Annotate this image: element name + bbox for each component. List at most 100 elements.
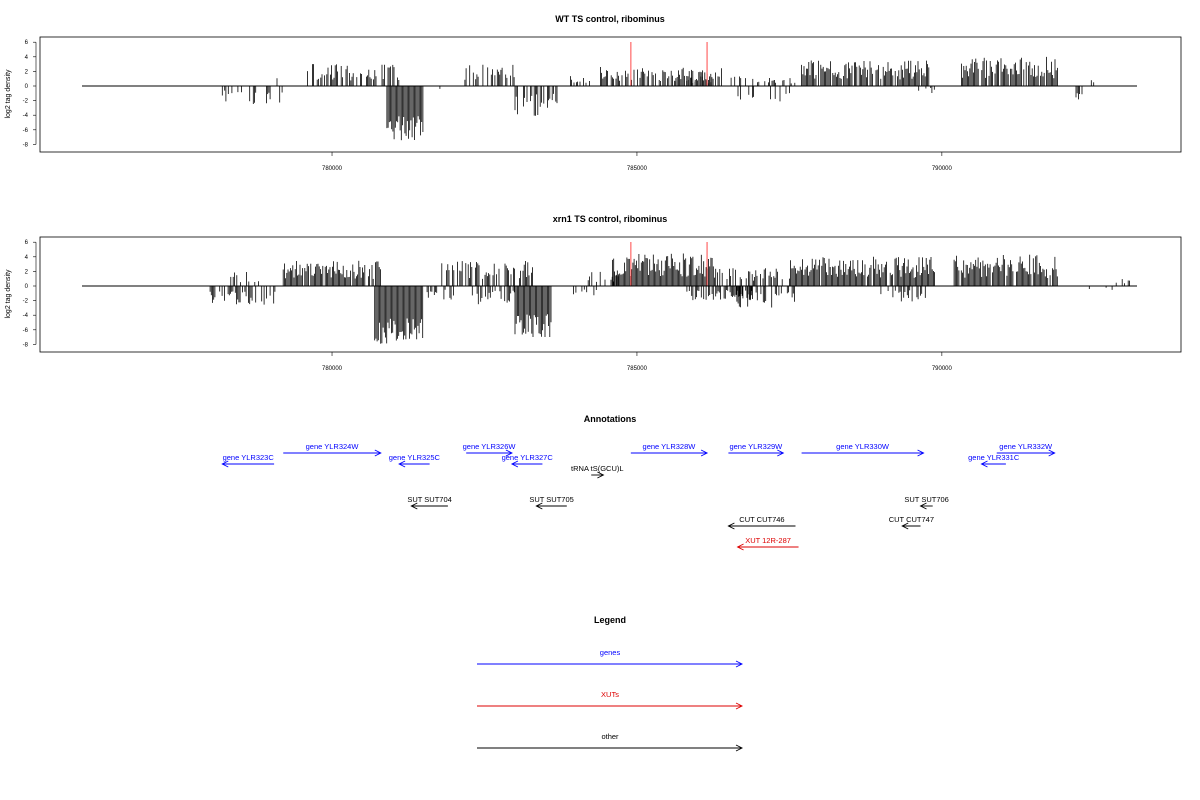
feature-arrow-head xyxy=(777,449,785,457)
x-tick-label: 780000 xyxy=(322,366,343,372)
annotation-feature: SUT SUT705 xyxy=(529,495,574,510)
annotation-feature: gene YLR331C xyxy=(968,453,1020,468)
legend-arrow-head xyxy=(735,744,744,752)
feature-arrow-head xyxy=(727,522,735,530)
y-tick-label: 0 xyxy=(25,84,29,90)
wt-y-axis-label: log2 tag density xyxy=(5,69,12,119)
legend-label: genes xyxy=(600,648,621,657)
wt-track-title: WT TS control, ribominus xyxy=(555,14,665,24)
wt-y-ticks: 6 4 2 0 -2 -4 -6 -8 xyxy=(23,40,37,148)
y-tick-label: -2 xyxy=(23,299,29,305)
y-tick-label: 4 xyxy=(25,55,29,61)
feature-arrow-head xyxy=(374,449,382,457)
annotation-feature: gene YLR326W xyxy=(463,442,517,457)
xrn1-track-title: xrn1 TS control, ribominus xyxy=(553,214,668,224)
y-tick-label: 4 xyxy=(25,255,29,261)
wt-x-ticks: 780000 785000 790000 xyxy=(322,152,953,172)
y-tick-label: -8 xyxy=(23,342,29,348)
annotation-feature: SUT SUT706 xyxy=(904,495,949,510)
feature-label: tRNA tS(GCU)L xyxy=(571,464,624,473)
feature-label: gene YLR324W xyxy=(306,442,360,451)
xrn1-signal-bars xyxy=(209,253,1130,344)
xrn1-x-ticks: 780000 785000 790000 xyxy=(322,352,953,372)
feature-label: SUT SUT704 xyxy=(407,495,451,504)
xrn1-track-panel: xrn1 TS control, ribominus log2 tag dens… xyxy=(5,214,1182,372)
feature-label: gene YLR327C xyxy=(502,453,554,462)
legend-entry: genes xyxy=(477,648,744,668)
feature-arrow-head xyxy=(505,449,513,457)
legend-entry: other xyxy=(477,732,744,752)
annotation-features: gene YLR323C gene YLR324W gene YLR325C gene… xyxy=(221,442,1056,551)
annotation-feature: SUT SUT704 xyxy=(407,495,452,510)
y-tick-label: -2 xyxy=(23,99,29,105)
feature-arrow-head xyxy=(700,449,709,457)
feature-arrow-head xyxy=(919,502,927,510)
feature-label: gene YLR323C xyxy=(223,453,275,462)
wt-track-panel: WT TS control, ribominus log2 tag densit… xyxy=(5,14,1182,172)
feature-arrow-head xyxy=(510,460,519,468)
annotation-feature: gene YLR328W xyxy=(630,442,709,457)
xrn1-y-axis-label: log2 tag density xyxy=(5,269,12,319)
annotation-feature: gene YLR323C xyxy=(221,453,275,468)
legend-label: other xyxy=(601,732,619,741)
x-tick-label: 780000 xyxy=(322,166,343,172)
feature-label: gene YLR331C xyxy=(968,453,1020,462)
feature-arrow-head xyxy=(901,522,909,530)
annotation-feature: CUT CUT747 xyxy=(889,515,934,530)
legend-arrow-head xyxy=(735,660,744,668)
legend-entry: XUTs xyxy=(477,690,744,710)
wt-plot-frame xyxy=(39,36,1182,153)
xrn1-marker-lines xyxy=(630,242,708,286)
x-tick-label: 790000 xyxy=(932,366,953,372)
annotation-feature: gene YLR329W xyxy=(728,442,785,457)
y-tick-label: -6 xyxy=(23,128,29,134)
annotation-feature: gene YLR325C xyxy=(389,453,441,468)
feature-arrow-head xyxy=(410,502,418,510)
legend-panel: Legend genes XUTs other xyxy=(477,615,744,752)
feature-label: CUT CUT747 xyxy=(889,515,934,524)
wt-signal-bars xyxy=(221,56,1095,141)
annotation-feature: CUT CUT746 xyxy=(727,515,796,530)
x-tick-label: 785000 xyxy=(627,166,648,172)
feature-arrow-head xyxy=(736,543,744,551)
legend-arrow-head xyxy=(735,702,744,710)
y-tick-label: 6 xyxy=(25,40,29,46)
y-tick-label: 2 xyxy=(25,269,29,275)
feature-arrow-head xyxy=(221,460,229,468)
feature-label: XUT 12R-287 xyxy=(745,536,791,545)
feature-arrow-head xyxy=(1048,449,1056,457)
feature-label: gene YLR330W xyxy=(836,442,890,451)
annotations-title: Annotations xyxy=(584,414,637,424)
annotation-feature: XUT 12R-287 xyxy=(736,536,799,551)
feature-label: SUT SUT706 xyxy=(904,495,948,504)
feature-label: gene YLR326W xyxy=(463,442,517,451)
legend-label: XUTs xyxy=(601,690,619,699)
y-tick-label: 2 xyxy=(25,69,29,75)
legend-title: Legend xyxy=(594,615,626,625)
annotation-feature: tRNA tS(GCU)L xyxy=(571,464,624,479)
annotation-feature: gene YLR330W xyxy=(801,442,925,457)
annotation-feature: gene YLR332W xyxy=(996,442,1056,457)
wt-marker-lines xyxy=(630,42,708,86)
feature-label: gene YLR329W xyxy=(729,442,783,451)
annotation-feature: gene YLR324W xyxy=(283,442,382,457)
feature-label: CUT CUT746 xyxy=(739,515,784,524)
feature-label: gene YLR332W xyxy=(999,442,1053,451)
y-tick-label: -8 xyxy=(23,142,29,148)
y-tick-label: 0 xyxy=(25,284,29,290)
xrn1-plot-frame xyxy=(39,236,1182,353)
y-tick-label: -4 xyxy=(23,113,29,119)
feature-arrow-head xyxy=(535,502,543,510)
feature-arrow-head xyxy=(980,460,988,468)
y-tick-label: 6 xyxy=(25,240,29,246)
y-tick-label: -4 xyxy=(23,313,29,319)
feature-label: SUT SUT705 xyxy=(529,495,573,504)
legend-entries: genes XUTs other xyxy=(477,648,744,752)
feature-arrow-head xyxy=(597,471,605,479)
feature-label: gene YLR325C xyxy=(389,453,441,462)
xrn1-y-ticks: 6 4 2 0 -2 -4 -6 -8 xyxy=(23,240,37,348)
y-tick-label: -6 xyxy=(23,328,29,334)
x-tick-label: 790000 xyxy=(932,166,953,172)
